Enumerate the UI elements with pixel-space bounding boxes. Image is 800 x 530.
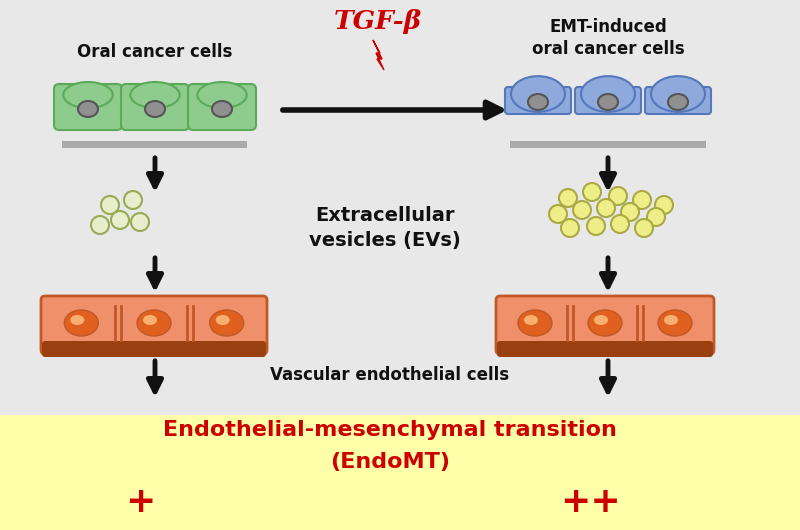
Ellipse shape [658,310,692,336]
Ellipse shape [198,82,246,108]
Ellipse shape [581,76,635,112]
Polygon shape [373,40,384,70]
Text: Extracellular
vesicles (EVs): Extracellular vesicles (EVs) [309,206,461,250]
Circle shape [561,219,579,237]
Ellipse shape [588,310,622,336]
FancyBboxPatch shape [121,84,189,130]
Circle shape [621,203,639,221]
Ellipse shape [137,310,171,336]
Circle shape [655,196,673,214]
Text: Oral cancer cells: Oral cancer cells [78,43,233,61]
Ellipse shape [70,315,84,325]
Text: +: + [125,485,155,519]
Text: Vascular endothelial cells: Vascular endothelial cells [270,366,510,384]
Circle shape [124,191,142,209]
Ellipse shape [78,101,98,117]
Ellipse shape [524,315,538,325]
Bar [45,342,263,353]
Circle shape [111,211,129,229]
Bar [500,342,710,353]
Circle shape [609,187,627,205]
Ellipse shape [216,315,230,325]
Ellipse shape [594,315,608,325]
FancyBboxPatch shape [496,296,714,354]
Circle shape [611,215,629,233]
Text: Endothelial-mesenchymal transition: Endothelial-mesenchymal transition [163,420,617,440]
Circle shape [549,205,567,223]
Bar [510,141,706,148]
Text: TGF-β: TGF-β [334,10,422,34]
Ellipse shape [143,315,157,325]
Ellipse shape [210,310,244,336]
Ellipse shape [528,94,548,110]
FancyBboxPatch shape [497,341,713,357]
Ellipse shape [651,76,705,112]
Ellipse shape [518,310,552,336]
Ellipse shape [668,94,688,110]
FancyBboxPatch shape [505,87,571,114]
Circle shape [647,208,665,226]
Circle shape [91,216,109,234]
Ellipse shape [511,76,565,112]
Circle shape [597,199,615,217]
Ellipse shape [63,82,113,108]
Ellipse shape [212,101,232,117]
Ellipse shape [598,94,618,110]
Circle shape [635,219,653,237]
FancyBboxPatch shape [42,341,266,357]
Text: ++: ++ [560,485,620,519]
Ellipse shape [130,82,180,108]
Circle shape [587,217,605,235]
Circle shape [559,189,577,207]
Circle shape [101,196,119,214]
Text: EMT-induced
oral cancer cells: EMT-induced oral cancer cells [532,18,684,58]
Ellipse shape [664,315,678,325]
Ellipse shape [64,310,98,336]
Circle shape [131,213,149,231]
Circle shape [633,191,651,209]
Circle shape [583,183,601,201]
Bar [62,141,247,148]
FancyBboxPatch shape [575,87,641,114]
FancyBboxPatch shape [188,84,256,130]
Ellipse shape [145,101,165,117]
FancyBboxPatch shape [41,296,267,354]
FancyBboxPatch shape [645,87,711,114]
Text: (EndoMT): (EndoMT) [330,452,450,472]
Bar [0,415,800,530]
Circle shape [573,201,591,219]
FancyBboxPatch shape [54,84,122,130]
